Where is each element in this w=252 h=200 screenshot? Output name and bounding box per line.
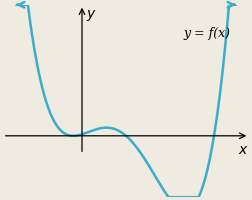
Text: y: y <box>86 7 95 21</box>
Text: y = f(x): y = f(x) <box>183 27 230 40</box>
Text: x: x <box>239 143 247 157</box>
